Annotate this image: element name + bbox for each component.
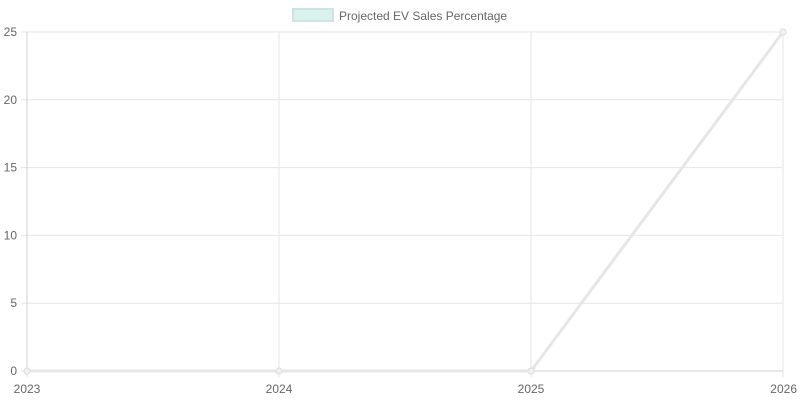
legend-swatch bbox=[292, 8, 334, 22]
grid bbox=[27, 31, 784, 371]
y-tick-label: 10 bbox=[4, 228, 18, 242]
y-tick-label: 20 bbox=[4, 93, 18, 107]
y-axis-tick-labels: 0 5 10 15 20 25 bbox=[4, 25, 18, 378]
x-tick-label: 2023 bbox=[14, 382, 41, 396]
y-tick-label: 5 bbox=[10, 296, 17, 310]
x-axis-tick-labels: 2023 2024 2025 2026 bbox=[14, 382, 798, 396]
x-tick-label: 2024 bbox=[266, 382, 293, 396]
y-tick-label: 15 bbox=[4, 161, 18, 175]
y-tick-label: 0 bbox=[10, 364, 17, 378]
legend-label: Projected EV Sales Percentage bbox=[339, 9, 507, 23]
y-tick-label: 25 bbox=[4, 25, 18, 39]
data-point[interactable] bbox=[527, 367, 535, 375]
x-tick-label: 2026 bbox=[770, 382, 797, 396]
data-point[interactable] bbox=[779, 28, 787, 36]
data-point[interactable] bbox=[23, 367, 31, 375]
x-tick-label: 2025 bbox=[518, 382, 545, 396]
legend[interactable]: Projected EV Sales Percentage bbox=[292, 8, 507, 23]
series bbox=[23, 28, 787, 375]
data-point[interactable] bbox=[275, 367, 283, 375]
axes bbox=[21, 31, 784, 377]
series-line bbox=[27, 31, 785, 373]
